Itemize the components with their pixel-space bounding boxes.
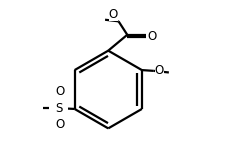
Text: O: O: [55, 85, 64, 98]
Text: S: S: [55, 102, 62, 115]
Text: O: O: [147, 30, 156, 43]
Text: O: O: [154, 64, 163, 77]
Text: O: O: [108, 8, 117, 20]
Text: O: O: [55, 118, 64, 131]
